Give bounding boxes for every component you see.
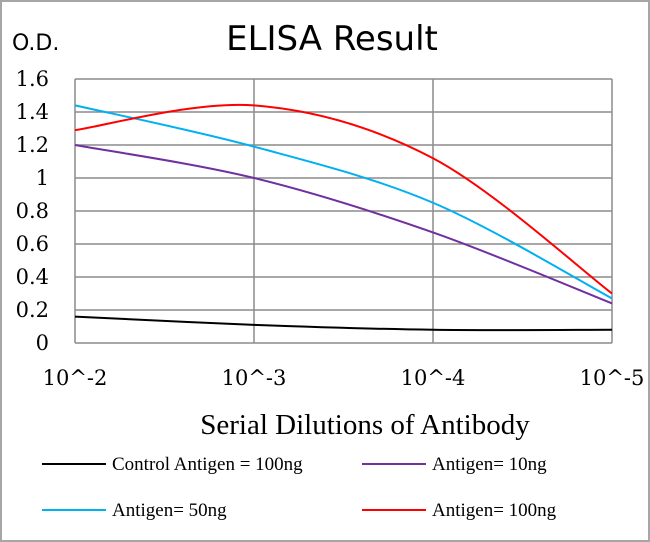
x-axis-label: Serial Dilutions of Antibody (200, 409, 530, 441)
y-tick-label: 0.6 (16, 232, 49, 256)
y-tick-label: 1.6 (16, 67, 49, 91)
y-tick-label: 1.4 (16, 100, 49, 124)
y-tick-labels: 0 0.2 0.4 0.6 0.8 1 1.2 1.4 1.6 (16, 67, 49, 355)
x-tick-label: 10^-4 (401, 366, 466, 390)
series-line-4 (74, 103, 613, 295)
x-tick-labels: 10^-2 10^-3 10^-4 10^-5 (43, 366, 645, 390)
chart-title: ELISA Result (226, 19, 438, 59)
x-tick-label: 10^-5 (580, 366, 645, 390)
y-tick-label: 0 (36, 331, 49, 355)
series-line-1 (74, 315, 613, 332)
legend-label: Antigen= 50ng (112, 500, 227, 521)
series-line-2 (74, 144, 613, 305)
y-tick-label: 1.2 (16, 133, 49, 157)
y-tick-label: 1 (36, 166, 49, 190)
series-layer (74, 103, 613, 332)
y-tick-label: 0.8 (16, 199, 49, 223)
x-tick-label: 10^-2 (43, 366, 108, 390)
legend-label: Antigen= 100ng (432, 500, 557, 521)
y-tick-label: 0.2 (16, 298, 49, 322)
y-axis-label: O.D. (12, 31, 59, 56)
legend-label: Antigen= 10ng (432, 454, 547, 475)
x-tick-label: 10^-3 (222, 366, 287, 390)
legend-label: Control Antigen = 100ng (112, 454, 303, 475)
series-line-3 (74, 104, 613, 300)
legend: Control Antigen = 100ng Antigen= 10ng Anti… (42, 454, 557, 521)
y-tick-label: 0.4 (16, 265, 49, 289)
grid-layer (74, 78, 613, 344)
